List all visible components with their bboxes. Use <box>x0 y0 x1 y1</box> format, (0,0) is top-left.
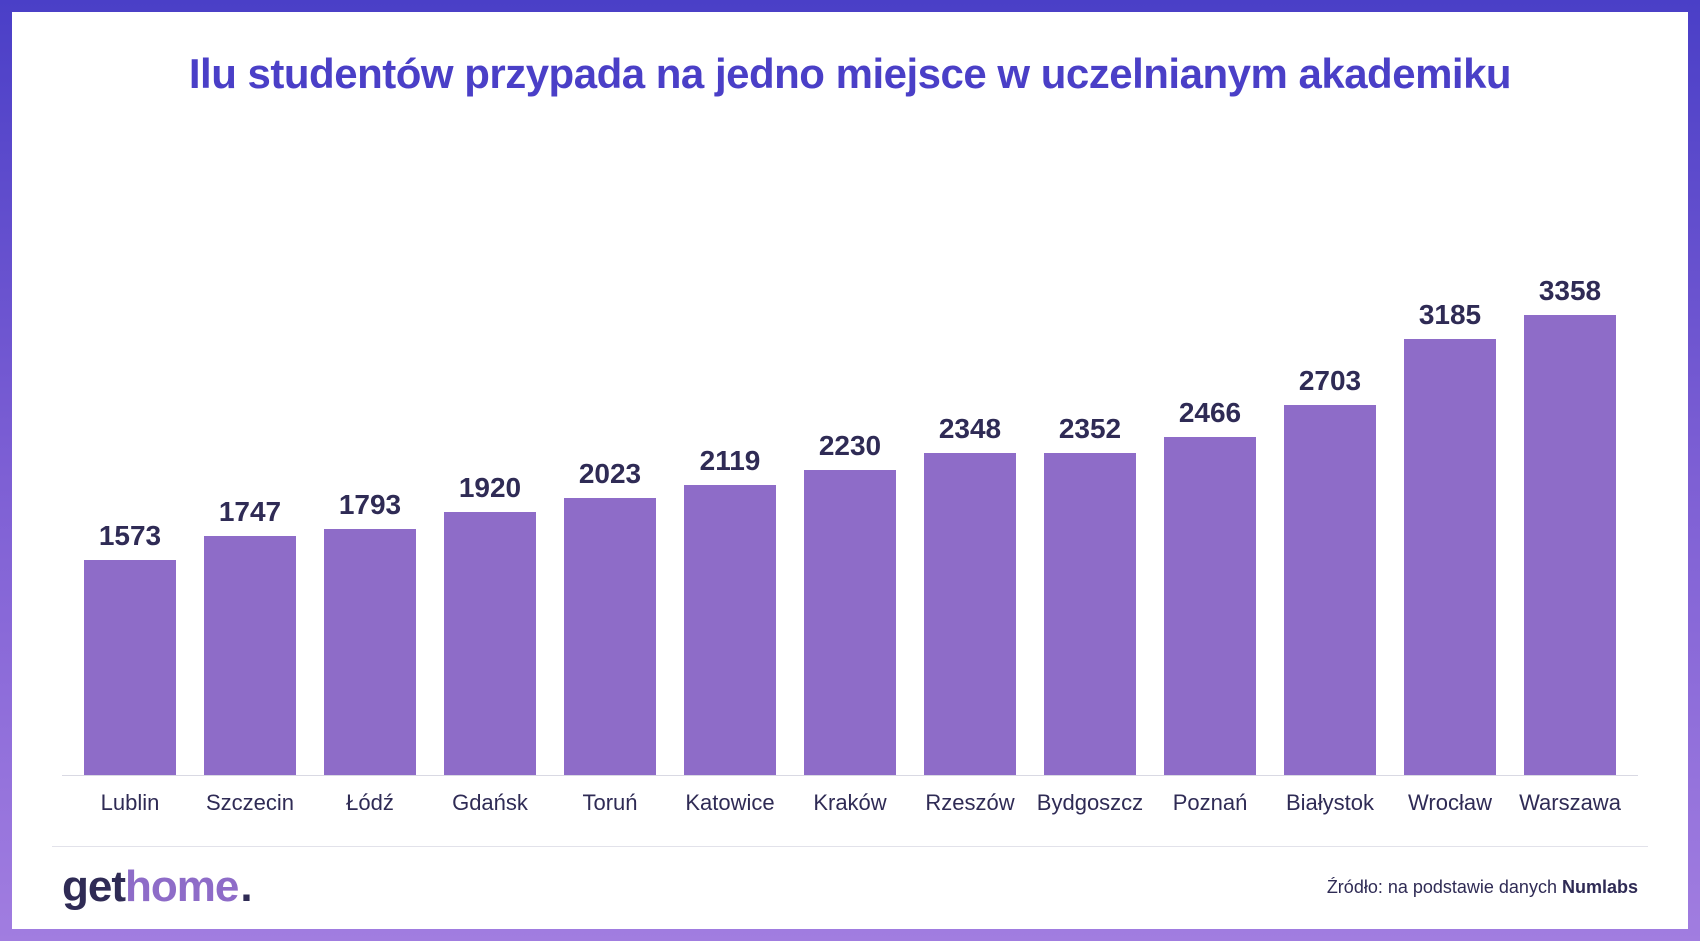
bar <box>564 498 657 775</box>
bar <box>84 560 177 775</box>
bar-column: 1920 <box>430 472 550 775</box>
x-axis-label: Warszawa <box>1510 790 1630 816</box>
bar-value-label: 2119 <box>700 445 761 477</box>
x-axis-label: Katowice <box>670 790 790 816</box>
bar-column: 1573 <box>70 520 190 775</box>
bar <box>924 453 1017 775</box>
bar-value-label: 3185 <box>1419 299 1481 331</box>
bar <box>1044 453 1137 775</box>
chart-title: Ilu studentów przypada na jedno miejsce … <box>62 48 1638 101</box>
logo-dot: . <box>240 865 251 909</box>
x-axis-label: Łódź <box>310 790 430 816</box>
bar <box>444 512 537 775</box>
bar <box>1404 339 1497 775</box>
x-axis-label: Szczecin <box>190 790 310 816</box>
logo-part-get: get <box>62 865 125 909</box>
bar <box>1284 405 1377 775</box>
bar-column: 2703 <box>1270 365 1390 775</box>
bar-value-label: 1747 <box>219 496 281 528</box>
x-axis-label: Toruń <box>550 790 670 816</box>
bar <box>204 536 297 775</box>
bar <box>1524 315 1617 775</box>
bar-column: 2352 <box>1030 413 1150 775</box>
gradient-border: Ilu studentów przypada na jedno miejsce … <box>0 0 1700 941</box>
bar-column: 2230 <box>790 430 910 775</box>
bar <box>324 529 417 775</box>
x-axis-label: Rzeszów <box>910 790 1030 816</box>
bar-value-label: 2348 <box>939 413 1001 445</box>
x-axis-label: Lublin <box>70 790 190 816</box>
bar-value-label: 2023 <box>579 458 641 490</box>
bar <box>684 485 777 775</box>
bar <box>1164 437 1257 775</box>
bar-column: 2119 <box>670 445 790 775</box>
credit-prefix: Źródło: na podstawie danych <box>1327 877 1562 897</box>
gethome-logo: get home . <box>62 865 252 909</box>
bar-column: 3358 <box>1510 275 1630 775</box>
bar-value-label: 1573 <box>99 520 161 552</box>
bar-column: 2466 <box>1150 397 1270 775</box>
x-axis-label: Wrocław <box>1390 790 1510 816</box>
x-axis-labels: LublinSzczecinŁódźGdańskToruńKatowiceKra… <box>62 776 1638 826</box>
bar-value-label: 1920 <box>459 472 521 504</box>
credit-brand: Numlabs <box>1562 877 1638 897</box>
bar-column: 3185 <box>1390 299 1510 775</box>
bar <box>804 470 897 775</box>
x-axis-label: Poznań <box>1150 790 1270 816</box>
bar-value-label: 2230 <box>819 430 881 462</box>
bar-value-label: 2352 <box>1059 413 1121 445</box>
x-axis-label: Kraków <box>790 790 910 816</box>
card: Ilu studentów przypada na jedno miejsce … <box>12 12 1688 929</box>
bar-value-label: 3358 <box>1539 275 1601 307</box>
bar-value-label: 1793 <box>339 489 401 521</box>
bar-column: 2023 <box>550 458 670 775</box>
x-axis-label: Białystok <box>1270 790 1390 816</box>
plot-area: 1573 1747 1793 1920 2023 2119 2230 2348 2352 2466… <box>62 141 1638 777</box>
bar-column: 2348 <box>910 413 1030 775</box>
bar-column: 1747 <box>190 496 310 775</box>
footer: get home . Źródło: na podstawie danych N… <box>62 847 1638 909</box>
logo-part-home: home <box>125 865 238 909</box>
bar-column: 1793 <box>310 489 430 775</box>
x-axis-label: Gdańsk <box>430 790 550 816</box>
bar-chart: 1573 1747 1793 1920 2023 2119 2230 2348 2352 2466… <box>62 141 1638 827</box>
bar-value-label: 2703 <box>1299 365 1361 397</box>
x-axis-label: Bydgoszcz <box>1030 790 1150 816</box>
bar-value-label: 2466 <box>1179 397 1241 429</box>
source-credit: Źródło: na podstawie danych Numlabs <box>1327 877 1638 898</box>
